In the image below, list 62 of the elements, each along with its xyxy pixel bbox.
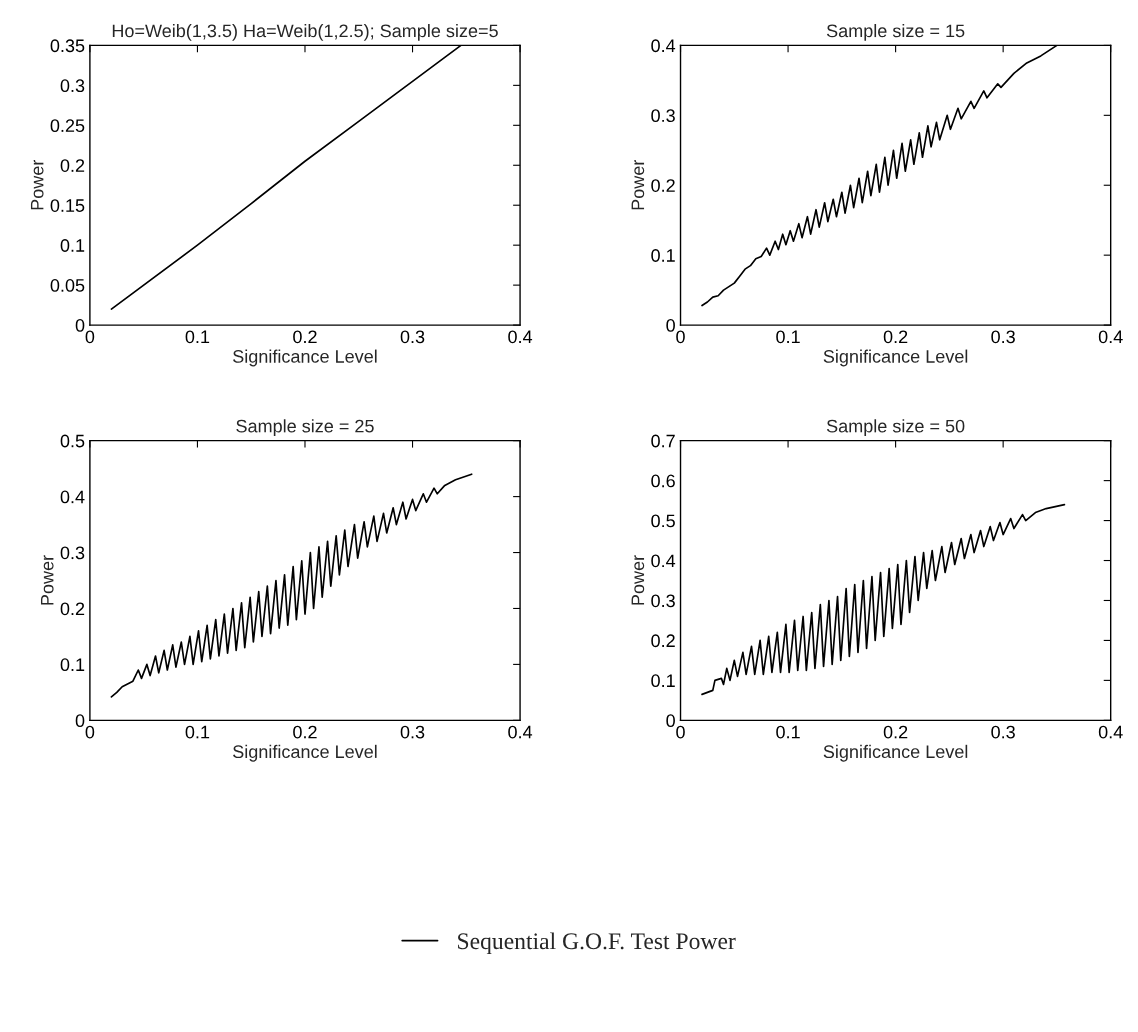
y-tick-label: 0 <box>666 714 675 728</box>
x-tick-label: 0 <box>676 725 685 739</box>
chart-title: Sample size = 25 <box>236 419 374 437</box>
chart-title: Sample size = 50 <box>826 419 965 437</box>
x-axis-title: Significance Level <box>823 744 968 762</box>
x-tick-label: 0.1 <box>776 330 800 344</box>
chart-title: Ho=Weib(1,3.5) Ha=Weib(1,2.5); Sample size=5 <box>112 23 498 41</box>
x-tick-label: 0.1 <box>185 330 210 344</box>
x-tick-label: 0.2 <box>293 725 317 739</box>
y-tick-label: 0.5 <box>60 434 85 448</box>
y-tick-label: 0.35 <box>50 39 85 53</box>
x-axis-title: Significance Level <box>823 349 968 367</box>
chart-title: Sample size = 15 <box>826 23 965 41</box>
x-tick-label: 0.2 <box>293 330 317 344</box>
y-axis-title: Power <box>631 159 645 210</box>
x-tick-label: 0 <box>676 330 685 344</box>
y-tick-label: 0.1 <box>60 239 85 252</box>
y-tick-label: 0.3 <box>60 546 85 560</box>
line-series <box>110 473 473 698</box>
y-tick-label: 0.2 <box>651 634 675 648</box>
x-tick-label: 0.1 <box>776 725 800 739</box>
x-tick-label: 0.4 <box>1098 330 1123 344</box>
y-axis-title: Power <box>631 555 645 605</box>
y-tick-label: 0.6 <box>651 474 675 488</box>
y-tick-label: 0 <box>75 319 85 332</box>
y-tick-label: 0.25 <box>50 119 85 133</box>
y-tick-label: 0.3 <box>651 109 675 123</box>
y-tick-label: 0.2 <box>651 179 675 192</box>
y-axis-title: Power <box>41 555 54 605</box>
line-series <box>701 503 1066 696</box>
y-axis-title: Power <box>30 159 44 210</box>
x-axis-title: Significance Level <box>233 349 377 367</box>
y-tick-label: 0 <box>75 714 85 728</box>
x-tick-label: 0.4 <box>508 330 533 344</box>
x-tick-label: 0.3 <box>400 330 425 344</box>
y-tick-label: 0.3 <box>60 79 85 93</box>
y-tick-label: 0.1 <box>651 674 675 688</box>
legend-label: Sequential G.O.F. Test Power <box>458 932 736 954</box>
y-tick-label: 0.4 <box>60 490 85 504</box>
y-tick-label: 0.1 <box>60 658 85 672</box>
y-tick-label: 0.5 <box>651 514 675 528</box>
y-tick-label: 0.1 <box>651 249 675 262</box>
y-tick-label: 0.2 <box>60 159 85 172</box>
y-tick-label: 0.4 <box>651 39 676 53</box>
y-tick-label: 0.05 <box>50 279 85 292</box>
x-tick-label: 0.1 <box>185 725 210 739</box>
x-tick-label: 0.3 <box>400 725 425 739</box>
x-tick-label: 0.3 <box>991 725 1015 739</box>
x-axis-title: Significance Level <box>233 744 377 762</box>
y-tick-label: 0.3 <box>651 594 675 608</box>
x-tick-label: 0 <box>85 725 95 739</box>
y-tick-label: 0.2 <box>60 602 85 616</box>
y-tick-label: 0.15 <box>50 199 85 212</box>
x-tick-label: 0.3 <box>991 330 1015 344</box>
y-tick-label: 0.7 <box>651 434 675 448</box>
y-tick-label: 0 <box>666 319 675 332</box>
x-tick-label: 0.4 <box>1098 725 1123 739</box>
x-tick-label: 0.4 <box>508 725 533 739</box>
x-tick-label: 0 <box>85 330 95 344</box>
y-tick-label: 0.4 <box>651 554 676 568</box>
x-tick-label: 0.2 <box>883 330 908 344</box>
x-tick-label: 0.2 <box>883 725 908 739</box>
